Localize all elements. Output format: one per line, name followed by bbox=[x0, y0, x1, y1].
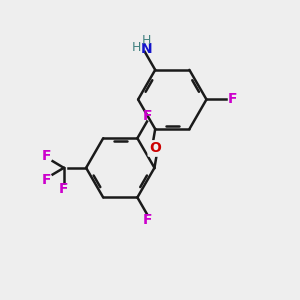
Text: F: F bbox=[42, 172, 51, 187]
Text: H: H bbox=[142, 34, 151, 47]
Text: F: F bbox=[42, 149, 51, 163]
Text: H: H bbox=[132, 41, 141, 54]
Text: N: N bbox=[140, 43, 152, 56]
Text: F: F bbox=[143, 212, 152, 226]
Text: O: O bbox=[149, 142, 161, 155]
Text: F: F bbox=[59, 182, 69, 197]
Text: F: F bbox=[143, 109, 152, 123]
Text: F: F bbox=[228, 92, 237, 106]
